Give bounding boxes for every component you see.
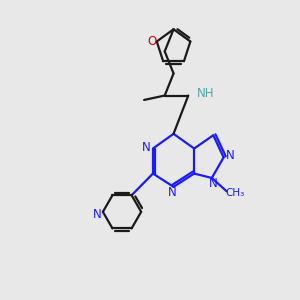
Text: O: O	[147, 35, 156, 48]
Text: N: N	[226, 149, 235, 162]
Text: N: N	[93, 208, 101, 221]
Text: N: N	[168, 186, 176, 199]
Text: N: N	[142, 141, 151, 154]
Text: NH: NH	[196, 87, 214, 100]
Text: CH₃: CH₃	[226, 188, 245, 198]
Text: N: N	[209, 177, 218, 190]
